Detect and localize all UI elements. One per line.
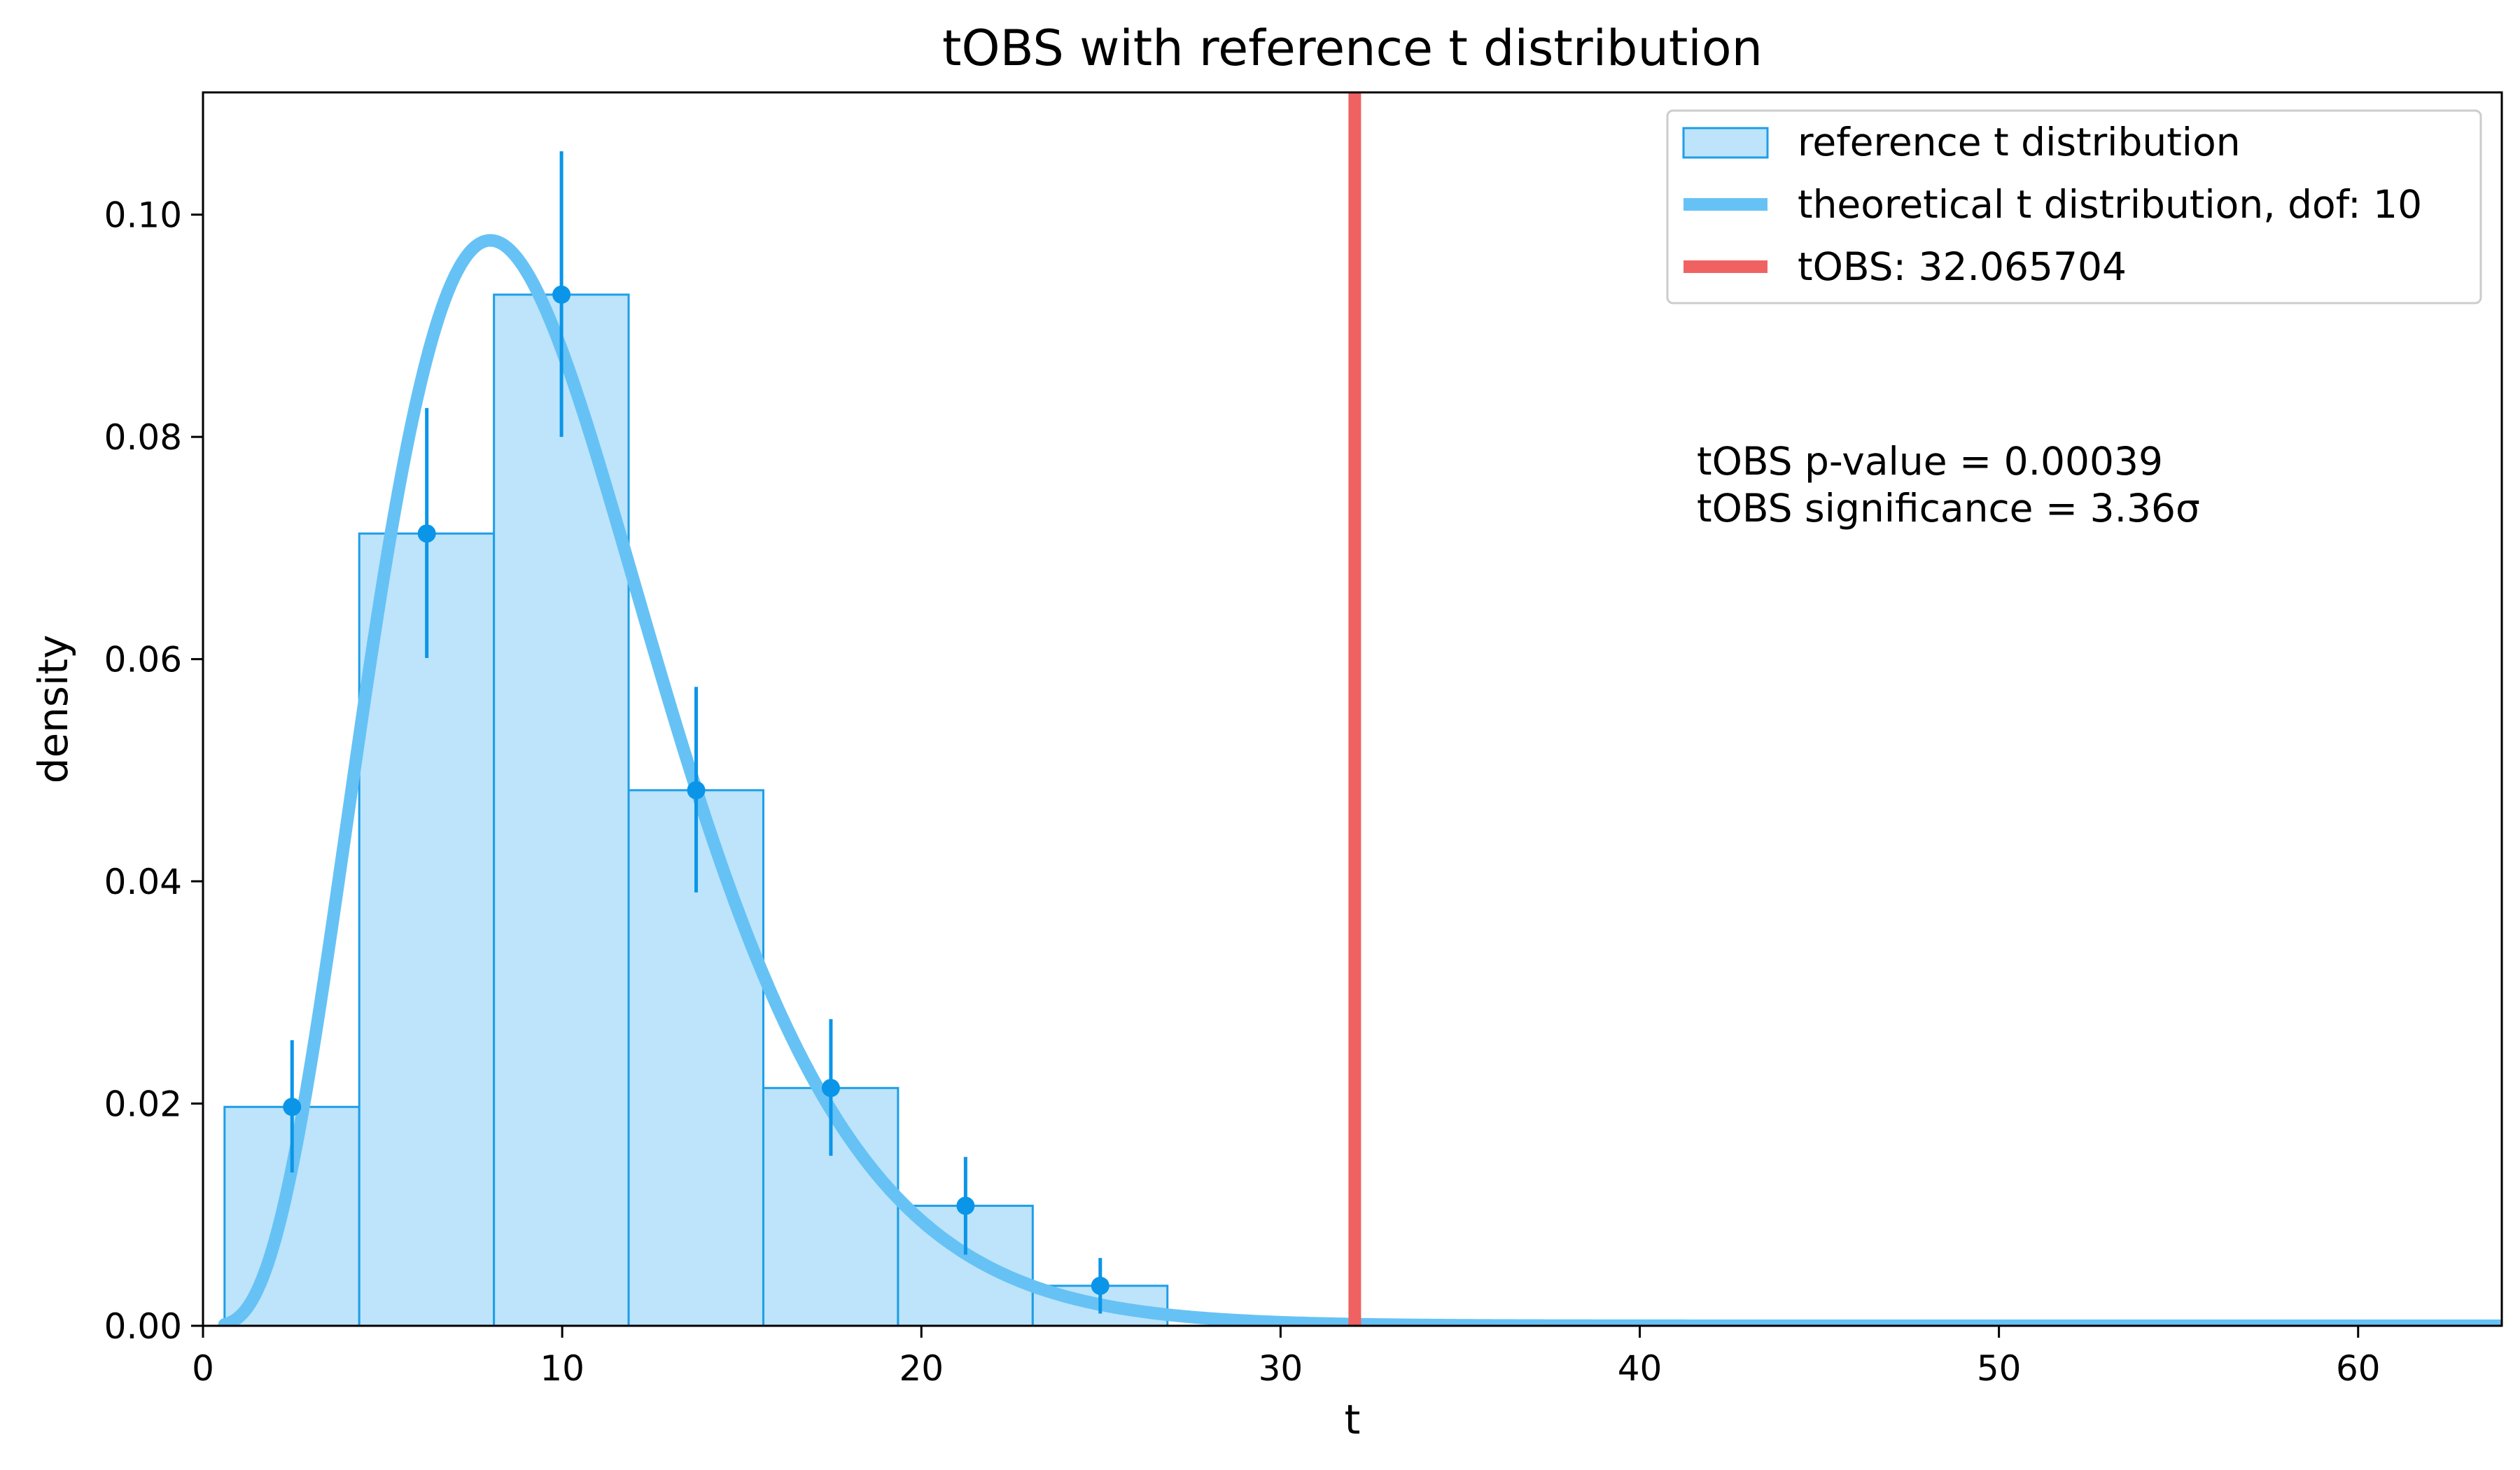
chart-title: tOBS with reference t distribution (942, 20, 1763, 77)
data-point (1091, 1276, 1110, 1295)
y-tick-label: 0.08 (104, 417, 182, 458)
y-axis: 0.00 0.02 0.04 0.06 0.08 0.10 (104, 195, 203, 1347)
y-tick-label: 0.10 (104, 195, 182, 236)
x-tick-label: 50 (1977, 1348, 2022, 1389)
theory-curve (218, 234, 2502, 1326)
y-tick-label: 0.04 (104, 862, 182, 902)
data-point (283, 1098, 302, 1116)
x-tick-label: 0 (192, 1348, 214, 1389)
plot-marks (218, 92, 2502, 1326)
y-tick-label: 0.06 (104, 640, 182, 680)
data-point (417, 524, 436, 543)
data-point (687, 780, 706, 799)
data-point (821, 1079, 840, 1098)
annotation-p-value: tOBS p-value = 0.00039 (1697, 439, 2163, 484)
y-tick-label: 0.02 (104, 1084, 182, 1125)
legend-box (1666, 109, 2482, 304)
x-axis: 0 10 20 30 40 50 60 (192, 1326, 2381, 1389)
x-tick-label: 30 (1259, 1348, 1303, 1389)
legend-label-observed: tOBS: 32.065704 (1798, 244, 2127, 289)
legend-swatch-histogram (1682, 127, 1769, 159)
y-axis-label: density (29, 635, 77, 784)
plot-frame (202, 91, 2503, 1327)
x-tick-label: 40 (1618, 1348, 1662, 1389)
legend-label-histogram: reference t distribution (1798, 120, 2241, 164)
x-tick-label: 20 (899, 1348, 944, 1389)
data-point (956, 1196, 975, 1215)
legend: reference t distribution theoretical t d… (1666, 109, 2482, 304)
annotation-significance: tOBS significance = 3.36σ (1697, 486, 2200, 531)
x-axis-label: t (1345, 1396, 1361, 1443)
plot-area (218, 92, 2502, 1326)
histogram-bar (493, 293, 630, 1326)
x-tick-label: 10 (540, 1348, 584, 1389)
legend-label-theory-curve: theoretical t distribution, dof: 10 (1798, 182, 2422, 227)
x-tick-label: 60 (2336, 1348, 2381, 1389)
y-tick-label: 0.00 (104, 1306, 182, 1347)
data-point (552, 285, 571, 304)
